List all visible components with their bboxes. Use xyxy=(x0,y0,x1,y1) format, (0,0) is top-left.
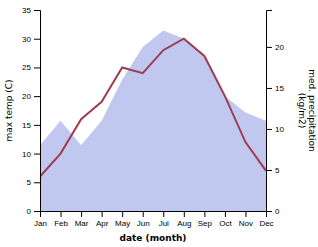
y-tick-mark xyxy=(34,10,40,11)
axis-line xyxy=(41,212,267,218)
y-tick: 25 xyxy=(22,63,40,72)
y-tick-label: 15 xyxy=(22,121,31,130)
x-tick-mark xyxy=(225,211,226,217)
x-tick-label: Feb xyxy=(54,219,68,228)
y2-tick-mark xyxy=(266,47,272,48)
x-tick: Sep xyxy=(198,211,213,228)
y-tick: 0 xyxy=(27,207,40,216)
y2-tick-label: 15 xyxy=(275,84,284,93)
x-tick-mark xyxy=(81,211,82,217)
y2-axis-title: med. precipitation(kg/m2) xyxy=(297,69,317,151)
x-tick-label: Mar xyxy=(75,219,89,228)
y2-tick: 20 xyxy=(266,43,284,52)
x-tick-label: Aug xyxy=(177,219,191,228)
x-tick-label: May xyxy=(115,219,130,228)
x-tick-mark xyxy=(143,211,144,217)
x-tick: Oct xyxy=(219,211,232,228)
y-tick-label: 10 xyxy=(22,150,31,159)
x-tick: Feb xyxy=(54,211,68,228)
y-tick-mark xyxy=(34,39,40,40)
x-tick: Jun xyxy=(137,211,150,228)
x-tick-label: Jun xyxy=(137,219,150,228)
y-axis-title: max temp (C) xyxy=(4,79,14,141)
y-tick-label: 35 xyxy=(22,6,31,15)
y2-tick-mark xyxy=(266,211,272,212)
y-tick-mark xyxy=(34,96,40,97)
x-tick-label: Oct xyxy=(219,219,232,228)
x-tick-mark xyxy=(204,211,205,217)
y-tick-mark xyxy=(34,182,40,183)
y2-tick: 15 xyxy=(266,84,284,93)
y2-tick: 0 xyxy=(266,207,280,216)
line xyxy=(40,39,266,177)
y2-tick: 10 xyxy=(266,125,284,134)
y-tick-label: 5 xyxy=(27,178,32,187)
y2-tick-label: 5 xyxy=(275,166,280,175)
x-tick: Mar xyxy=(75,211,89,228)
x-tick-label: Jan xyxy=(34,219,47,228)
y-tick-label: 0 xyxy=(27,207,32,216)
x-tick-mark xyxy=(122,211,123,217)
x-tick: Aug xyxy=(177,211,191,228)
x-tick-label: Nov xyxy=(239,219,253,228)
y-tick-mark xyxy=(34,125,40,126)
y2-tick-label: 0 xyxy=(275,207,280,216)
y-tick: 30 xyxy=(22,35,40,44)
axis-line xyxy=(267,11,273,212)
x-tick-mark xyxy=(163,211,164,217)
x-tick-label: Dec xyxy=(259,219,273,228)
x-tick-mark xyxy=(184,211,185,217)
area xyxy=(40,31,266,211)
axis-line xyxy=(34,11,41,212)
plot: JanFebMarAprMayJunJulAugSepOctNovDec0510… xyxy=(4,6,317,243)
x-tick: Jan xyxy=(34,211,47,228)
y-tick-mark xyxy=(34,211,40,212)
y2-tick-label: 20 xyxy=(275,43,284,52)
y2-tick-mark xyxy=(266,88,272,89)
x-tick-mark xyxy=(61,211,62,217)
y-tick-label: 20 xyxy=(22,92,31,101)
y-tick-mark xyxy=(34,154,40,155)
x-tick-mark xyxy=(102,211,103,217)
y2-axis: 0 5 10 15 20 xyxy=(266,11,284,217)
x-tick-label: Sep xyxy=(198,219,213,228)
x-tick-mark xyxy=(245,211,246,217)
x-tick: Jul xyxy=(159,211,169,228)
x-tick-label: Jul xyxy=(159,219,169,228)
y-tick: 10 xyxy=(22,150,40,159)
chart: JanFebMarAprMayJunJulAugSepOctNovDec0510… xyxy=(0,0,318,247)
y2-tick: 5 xyxy=(266,166,280,175)
y-tick-label: 30 xyxy=(22,35,31,44)
x-tick: Apr xyxy=(96,211,109,228)
y2-tick-mark xyxy=(266,129,272,130)
marks xyxy=(40,31,266,211)
y2-axis-title-line: med. precipitation xyxy=(307,69,317,151)
y-tick: 15 xyxy=(22,121,40,130)
x-axis-title: date (month) xyxy=(120,233,187,243)
y2-tick-mark xyxy=(266,170,272,171)
y2-tick-label: 10 xyxy=(275,125,284,134)
x-tick: Nov xyxy=(239,211,253,228)
y-tick-label: 25 xyxy=(22,63,31,72)
y-tick: 20 xyxy=(22,92,40,101)
y2-axis-title-line: (kg/m2) xyxy=(297,93,307,128)
x-axis: Jan Feb Mar Apr May Jun Jul Aug Sep Oct Nov Dec xyxy=(34,211,274,228)
x-tick: May xyxy=(115,211,130,228)
y-tick: 35 xyxy=(22,6,40,15)
x-tick: Dec xyxy=(259,211,273,228)
y-tick-mark xyxy=(34,67,40,68)
y-tick: 5 xyxy=(27,178,40,187)
y-axis: 0 5 10 15 20 25 30 35 xyxy=(22,6,40,216)
x-tick-label: Apr xyxy=(96,219,109,228)
